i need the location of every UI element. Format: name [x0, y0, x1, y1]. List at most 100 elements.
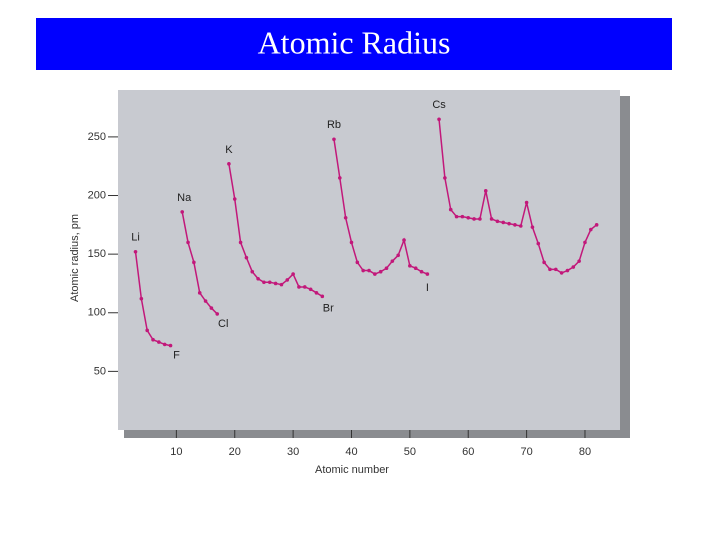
element-label: F [173, 349, 180, 361]
x-tick-label: 80 [579, 446, 591, 458]
data-point [256, 276, 260, 281]
x-tick-label: 10 [170, 446, 182, 458]
data-point [133, 249, 138, 254]
data-point [408, 264, 412, 268]
data-point [227, 162, 231, 166]
data-point [553, 267, 558, 272]
element-label: Na [177, 192, 192, 204]
data-point [157, 340, 161, 344]
data-point [320, 294, 325, 299]
data-point [565, 268, 570, 273]
data-point [402, 238, 406, 242]
data-point [413, 266, 418, 271]
data-point [162, 342, 167, 347]
data-point [466, 215, 471, 220]
data-point [279, 282, 284, 287]
data-point [186, 240, 190, 245]
element-label: Li [131, 232, 140, 244]
data-point [518, 224, 523, 228]
data-point [349, 240, 354, 245]
data-point [262, 280, 266, 285]
y-axis-title: Atomic radius, pm [69, 214, 81, 302]
chart-title: Atomic Radius [258, 24, 451, 60]
y-tick-label: 200 [88, 189, 106, 201]
data-point [425, 272, 430, 276]
data-point [454, 214, 459, 219]
plot-area [118, 90, 620, 430]
data-point [548, 267, 552, 272]
data-point [448, 207, 453, 212]
x-axis-title: Atomic number [315, 464, 389, 476]
x-tick-label: 60 [462, 446, 474, 458]
data-point [536, 241, 541, 246]
data-point [273, 281, 278, 286]
x-tick-label: 30 [287, 446, 299, 458]
data-point [151, 337, 155, 342]
data-point [577, 259, 581, 263]
data-point [197, 291, 202, 295]
data-point [209, 306, 214, 310]
data-point [483, 189, 488, 193]
data-point [232, 197, 237, 201]
element-label: Cl [218, 318, 228, 330]
data-point [203, 299, 208, 303]
data-point [180, 210, 185, 214]
element-label: Cs [432, 99, 446, 111]
data-point [390, 259, 395, 263]
x-tick-label: 20 [229, 446, 241, 458]
element-label: Rb [327, 119, 341, 131]
data-point [215, 312, 220, 316]
data-point [513, 223, 517, 227]
x-tick-label: 70 [520, 446, 532, 458]
x-tick-label: 50 [404, 446, 416, 458]
element-label: Br [323, 302, 334, 314]
data-point [396, 253, 400, 258]
data-point [250, 269, 255, 274]
data-point [419, 269, 424, 274]
data-point [501, 220, 506, 225]
data-point [145, 328, 149, 333]
data-point [495, 219, 500, 224]
data-point [373, 272, 377, 276]
data-point [238, 240, 243, 245]
data-point [139, 296, 144, 301]
data-point [338, 176, 342, 180]
data-point [542, 260, 546, 265]
data-point [489, 217, 494, 221]
data-point [478, 217, 482, 221]
data-point [361, 268, 365, 273]
data-point [314, 291, 319, 295]
y-tick-label: 150 [88, 248, 106, 260]
data-point [302, 285, 307, 289]
data-point [559, 271, 564, 275]
data-point [589, 227, 593, 232]
data-point [367, 268, 371, 273]
element-label: K [225, 144, 233, 156]
data-point [343, 215, 348, 220]
data-point [332, 137, 336, 142]
element-label: I [426, 282, 429, 294]
data-point [571, 265, 576, 269]
data-point [507, 221, 511, 226]
data-point [460, 214, 465, 219]
data-point [308, 287, 313, 292]
data-point [384, 266, 389, 271]
data-point [244, 255, 249, 260]
data-point [443, 176, 447, 180]
data-point [168, 343, 173, 348]
data-point [267, 280, 272, 285]
data-point [297, 285, 301, 289]
data-point [285, 278, 290, 282]
y-tick-label: 250 [88, 131, 106, 143]
title-banner [36, 18, 672, 70]
data-point [355, 260, 360, 265]
y-tick-label: 100 [88, 307, 106, 319]
data-point [583, 240, 587, 245]
data-point [378, 269, 383, 274]
data-point [594, 223, 599, 227]
data-point [472, 217, 476, 221]
data-point [192, 260, 196, 265]
data-point [291, 272, 295, 276]
data-point [530, 225, 535, 229]
